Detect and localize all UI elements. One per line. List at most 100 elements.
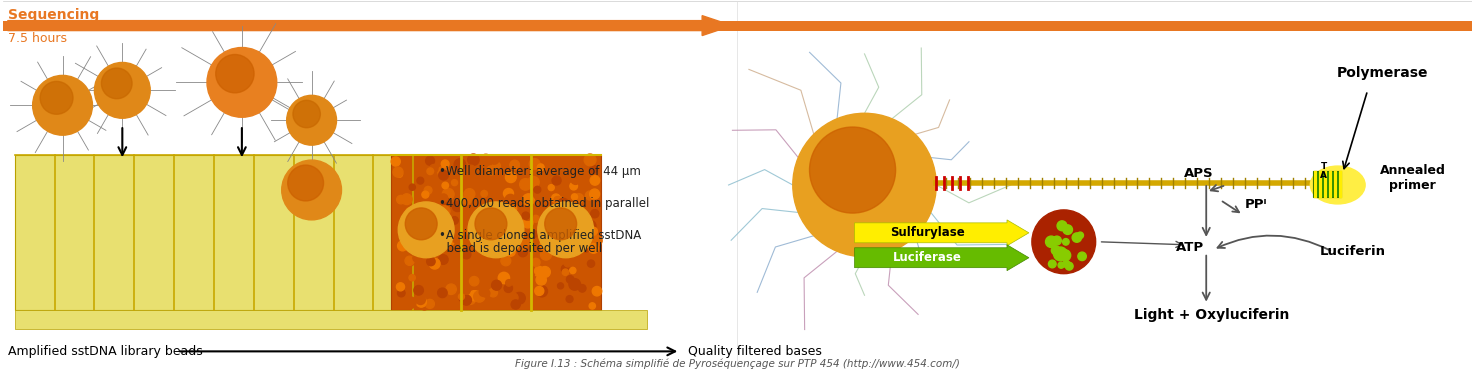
Circle shape — [286, 95, 336, 145]
Circle shape — [400, 259, 412, 271]
Circle shape — [102, 68, 133, 99]
Circle shape — [442, 198, 450, 206]
Circle shape — [488, 288, 497, 297]
Circle shape — [462, 195, 472, 204]
Circle shape — [440, 194, 448, 202]
Circle shape — [442, 182, 448, 189]
Circle shape — [435, 276, 444, 284]
Text: Sulfurylase: Sulfurylase — [891, 226, 965, 239]
Text: Polymerase: Polymerase — [1336, 66, 1428, 80]
Circle shape — [499, 240, 509, 251]
Circle shape — [398, 241, 407, 251]
Circle shape — [562, 265, 571, 274]
FancyArrow shape — [854, 245, 1030, 271]
Circle shape — [442, 189, 454, 200]
Circle shape — [577, 297, 584, 304]
Circle shape — [506, 248, 515, 256]
Circle shape — [535, 286, 544, 296]
Circle shape — [413, 253, 422, 262]
Circle shape — [504, 194, 516, 205]
Circle shape — [504, 210, 513, 218]
Circle shape — [409, 184, 416, 190]
Circle shape — [441, 159, 451, 169]
Text: Amplified sstDNA library beads: Amplified sstDNA library beads — [7, 345, 202, 358]
Circle shape — [426, 156, 435, 165]
Circle shape — [407, 232, 414, 240]
Circle shape — [1046, 236, 1058, 248]
Circle shape — [491, 212, 499, 220]
Circle shape — [565, 242, 575, 252]
Circle shape — [409, 259, 414, 265]
Circle shape — [406, 227, 417, 239]
Circle shape — [563, 221, 571, 228]
Circle shape — [519, 255, 528, 264]
Circle shape — [1077, 232, 1084, 239]
Text: bead is deposited per well: bead is deposited per well — [440, 242, 602, 255]
Circle shape — [577, 216, 589, 228]
Text: A: A — [1320, 170, 1328, 180]
Circle shape — [459, 294, 465, 300]
Circle shape — [512, 221, 519, 228]
Circle shape — [32, 75, 93, 135]
Circle shape — [502, 256, 510, 266]
Circle shape — [397, 283, 404, 291]
Circle shape — [575, 230, 584, 238]
Circle shape — [438, 166, 448, 177]
Text: T: T — [1320, 162, 1328, 170]
Circle shape — [403, 234, 414, 246]
Circle shape — [534, 191, 541, 199]
Circle shape — [294, 100, 320, 128]
Circle shape — [569, 182, 578, 190]
Circle shape — [282, 160, 342, 220]
Circle shape — [538, 202, 593, 258]
Circle shape — [475, 208, 507, 240]
Circle shape — [493, 162, 500, 170]
Circle shape — [534, 186, 541, 193]
Circle shape — [571, 175, 580, 184]
Circle shape — [468, 154, 479, 165]
Text: •Well diameter: average of 44 µm: •Well diameter: average of 44 µm — [440, 165, 642, 178]
Circle shape — [438, 255, 448, 264]
Circle shape — [479, 254, 487, 262]
Circle shape — [398, 289, 406, 297]
Circle shape — [591, 235, 602, 246]
Circle shape — [1059, 250, 1071, 261]
Circle shape — [522, 218, 532, 228]
Circle shape — [590, 189, 600, 199]
Circle shape — [437, 228, 445, 237]
Circle shape — [1049, 260, 1056, 268]
Circle shape — [391, 157, 400, 166]
Circle shape — [522, 212, 530, 220]
Circle shape — [479, 288, 487, 296]
Circle shape — [497, 225, 507, 235]
Circle shape — [1058, 249, 1066, 258]
Circle shape — [528, 277, 540, 288]
Circle shape — [406, 256, 414, 265]
Circle shape — [504, 215, 510, 221]
Circle shape — [1072, 233, 1081, 242]
Circle shape — [549, 184, 555, 191]
Circle shape — [530, 159, 540, 169]
Circle shape — [593, 286, 602, 296]
Circle shape — [473, 291, 485, 302]
Circle shape — [398, 202, 454, 258]
Circle shape — [453, 234, 462, 243]
Circle shape — [590, 176, 600, 185]
Circle shape — [518, 248, 528, 257]
Circle shape — [506, 280, 512, 286]
Circle shape — [409, 246, 417, 254]
Text: Figure I.13 : Schéma simplifié de Pyroséquençage sur PTP 454 (http://www.454.com: Figure I.13 : Schéma simplifié de Pyrosé… — [515, 359, 960, 369]
Circle shape — [419, 197, 426, 206]
Circle shape — [422, 214, 434, 224]
Circle shape — [544, 210, 552, 218]
Circle shape — [288, 165, 323, 201]
Circle shape — [1052, 236, 1062, 245]
Circle shape — [459, 294, 468, 302]
Circle shape — [522, 239, 530, 247]
Circle shape — [485, 237, 496, 247]
Ellipse shape — [1310, 166, 1366, 204]
Circle shape — [422, 191, 429, 198]
Circle shape — [500, 196, 509, 206]
Circle shape — [454, 159, 466, 170]
Circle shape — [1052, 246, 1061, 255]
